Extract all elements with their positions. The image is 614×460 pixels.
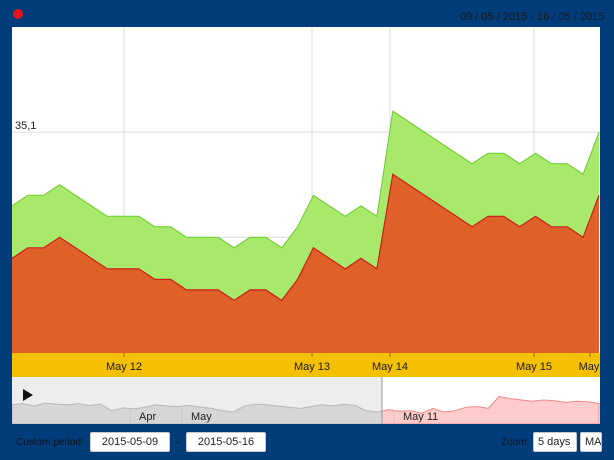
zoom-label: Zoom: (501, 437, 530, 448)
start-date-input[interactable]: 2015-05-09 (90, 432, 170, 452)
x-tick-label: May 13 (294, 361, 330, 373)
series-lower-line (12, 173, 600, 302)
zoom-5days-button[interactable]: 5 days (533, 432, 577, 452)
x-tick-label: May (579, 361, 600, 373)
end-date-input[interactable]: 2015-05-16 (186, 432, 266, 452)
navigator-chart[interactable]: Apr May May 11 (12, 377, 600, 424)
navigator-series (382, 395, 600, 424)
date-range-label: 09 / 05 / 2015 - 16 / 05 / 2015 (460, 11, 605, 23)
y-tick-label: 35,1 (15, 120, 36, 132)
navigator-tick-label: Apr (139, 411, 156, 423)
record-indicator-icon (13, 9, 23, 19)
navigator-tick-label: May (191, 411, 212, 423)
play-icon[interactable] (23, 389, 33, 401)
custom-period-label: Custom period: (16, 437, 84, 448)
period-controls: Custom period: 2015-05-09 - 2015-05-16 Z… (0, 430, 614, 460)
x-tick-label: May 14 (372, 361, 408, 373)
x-tick-label: May 15 (516, 361, 552, 373)
zoom-max-button[interactable]: MAX (580, 432, 602, 452)
navigator-series-selected (12, 402, 382, 424)
x-tick-label: May 12 (106, 361, 142, 373)
x-axis-band (12, 353, 600, 377)
series-upper-line (12, 110, 600, 249)
date-separator: - (176, 436, 180, 448)
navigator-tick-label: May 11 (403, 411, 438, 423)
